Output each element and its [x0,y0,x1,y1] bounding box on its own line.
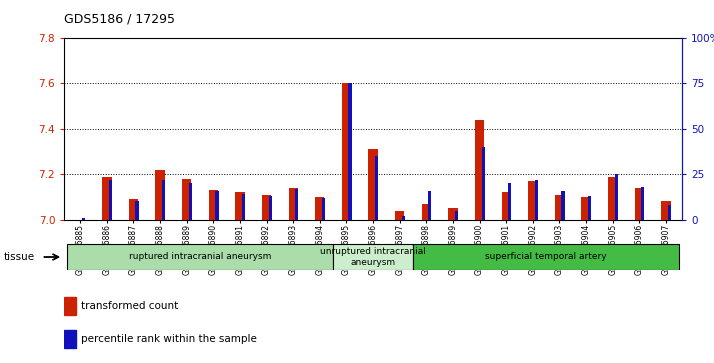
Bar [535,180,538,220]
Bar [348,83,351,220]
Bar [102,176,111,220]
Bar [448,208,458,220]
FancyBboxPatch shape [333,244,413,270]
Bar [188,183,192,220]
Bar [402,216,405,220]
Text: tissue: tissue [4,252,35,262]
Bar [368,149,378,220]
Bar [555,195,564,220]
Bar [288,188,298,220]
Text: GDS5186 / 17295: GDS5186 / 17295 [64,13,175,26]
Bar [129,199,138,220]
Bar [615,174,618,220]
Bar [395,211,404,220]
Bar [481,147,485,220]
Text: percentile rank within the sample: percentile rank within the sample [81,334,256,344]
FancyBboxPatch shape [67,244,333,270]
Bar [455,211,458,220]
Bar [242,194,245,220]
Bar [668,205,671,220]
Bar [581,197,590,220]
Bar [268,196,272,220]
Bar [528,181,538,220]
Bar [608,176,618,220]
Bar [136,201,139,220]
Bar [475,120,484,220]
Bar [109,180,112,220]
Bar [156,170,165,220]
Bar [262,195,271,220]
Bar [322,198,325,220]
Bar [182,179,191,220]
Bar [561,191,565,220]
Bar [635,188,644,220]
Bar [508,183,511,220]
Bar [208,190,218,220]
Text: unruptured intracranial
aneurysm: unruptured intracranial aneurysm [320,247,426,266]
Text: ruptured intracranial aneurysm: ruptured intracranial aneurysm [129,252,271,261]
Bar [501,192,511,220]
Bar [82,218,86,220]
Bar [315,197,324,220]
Bar [641,187,645,220]
Bar [162,180,165,220]
Bar [64,297,76,315]
Bar [661,201,670,220]
Text: transformed count: transformed count [81,301,178,311]
Bar [422,204,431,220]
Bar [236,192,245,220]
Text: superficial temporal artery: superficial temporal artery [486,252,607,261]
Bar [216,191,218,220]
FancyBboxPatch shape [413,244,679,270]
Bar [375,156,378,220]
Bar [428,191,431,220]
Bar [64,330,76,348]
Bar [588,196,591,220]
Bar [295,189,298,220]
Bar [342,83,351,220]
